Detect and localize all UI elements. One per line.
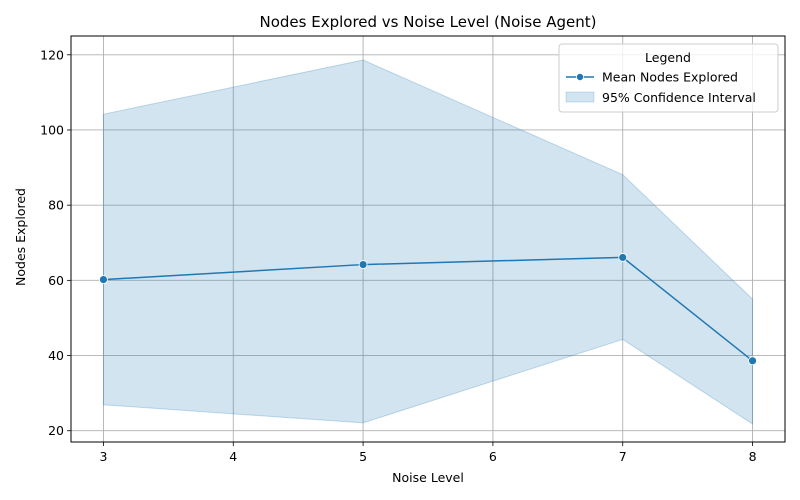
data-point xyxy=(748,356,757,366)
x-tick-label: 4 xyxy=(229,449,237,464)
tick-labels: 3 4 5 6 7 8 20 40 60 80 100 120 xyxy=(40,47,756,464)
legend-title: Legend xyxy=(645,50,691,65)
grid xyxy=(71,36,785,442)
y-tick-label: 100 xyxy=(40,122,64,137)
x-axis-title: Noise Level xyxy=(392,470,464,485)
mean-line xyxy=(103,256,754,362)
x-tick-label: 8 xyxy=(749,449,757,464)
plot-frame xyxy=(70,35,786,443)
legend-label-mean: Mean Nodes Explored xyxy=(602,70,738,85)
data-point xyxy=(618,253,628,262)
mean-line-layer xyxy=(99,253,757,366)
data-point xyxy=(358,260,368,269)
axes xyxy=(67,35,786,446)
legend-marker-swatch xyxy=(576,73,585,82)
confidence-band-layer xyxy=(102,59,754,425)
legend: Legend Mean Nodes Explored 95% Confidenc… xyxy=(558,43,779,113)
x-tick-label: 6 xyxy=(489,449,497,464)
y-tick-label: 40 xyxy=(48,348,64,363)
y-tick-label: 20 xyxy=(48,423,64,438)
legend-label-ci: 95% Confidence Interval xyxy=(602,90,756,105)
legend-band-swatch xyxy=(565,91,595,103)
legend-frame xyxy=(558,43,779,113)
y-tick-label: 120 xyxy=(40,47,64,62)
x-tick-label: 5 xyxy=(359,449,367,464)
y-tick-label: 60 xyxy=(48,273,64,288)
y-axis-title: Nodes Explored xyxy=(13,188,28,286)
chart-title: Nodes Explored vs Noise Level (Noise Age… xyxy=(260,13,597,31)
x-tick-label: 3 xyxy=(99,449,107,464)
x-tick-label: 7 xyxy=(619,449,627,464)
y-tick-label: 80 xyxy=(48,198,64,213)
data-point xyxy=(99,275,108,285)
confidence-interval-band xyxy=(102,59,754,425)
